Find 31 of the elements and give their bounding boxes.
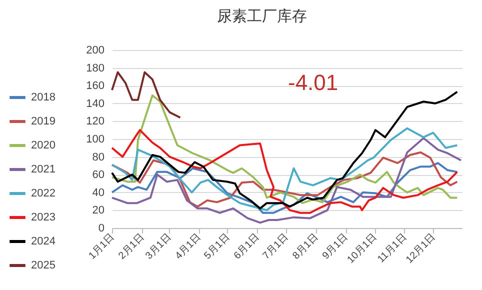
y-tick-label: 80 bbox=[92, 151, 104, 164]
y-tick-label: 140 bbox=[86, 98, 104, 110]
y-tick-label: 40 bbox=[92, 186, 104, 199]
x-tick-label: 10月1日 bbox=[346, 232, 380, 266]
x-tick-label: 6月1日 bbox=[232, 232, 262, 262]
x-tick-label: 5月1日 bbox=[202, 232, 232, 262]
y-tick-label: 20 bbox=[92, 204, 104, 217]
x-tick-label: 7月1日 bbox=[260, 232, 291, 262]
line-series bbox=[111, 162, 458, 214]
chart-title: 尿素工厂库存 bbox=[217, 8, 307, 25]
legend-label: 2019 bbox=[31, 116, 56, 128]
legend-label: 2020 bbox=[31, 140, 56, 152]
y-tick-label: 120 bbox=[86, 116, 104, 128]
x-tick-label: 4月1日 bbox=[173, 232, 204, 262]
legend-label: 2023 bbox=[31, 212, 56, 224]
y-tick-label: 180 bbox=[86, 62, 104, 74]
y-tick-label: 60 bbox=[92, 169, 104, 182]
legend-label: 2021 bbox=[31, 164, 56, 176]
line-series bbox=[111, 71, 182, 119]
legend-label: 2024 bbox=[31, 236, 56, 248]
legend-label: 2018 bbox=[31, 92, 56, 104]
x-tick-label: 1月1日 bbox=[86, 232, 117, 262]
x-tick-label: 8月1日 bbox=[290, 232, 321, 262]
y-tick-label: 160 bbox=[86, 80, 104, 92]
annotation: -4.01 bbox=[288, 70, 338, 96]
y-tick-label: 100 bbox=[86, 134, 104, 146]
legend-label: 2025 bbox=[31, 260, 56, 272]
line-series bbox=[111, 137, 462, 224]
y-tick-label: 0 bbox=[98, 222, 104, 234]
legend-label: 2022 bbox=[31, 188, 56, 200]
y-tick-label: 200 bbox=[86, 44, 104, 56]
